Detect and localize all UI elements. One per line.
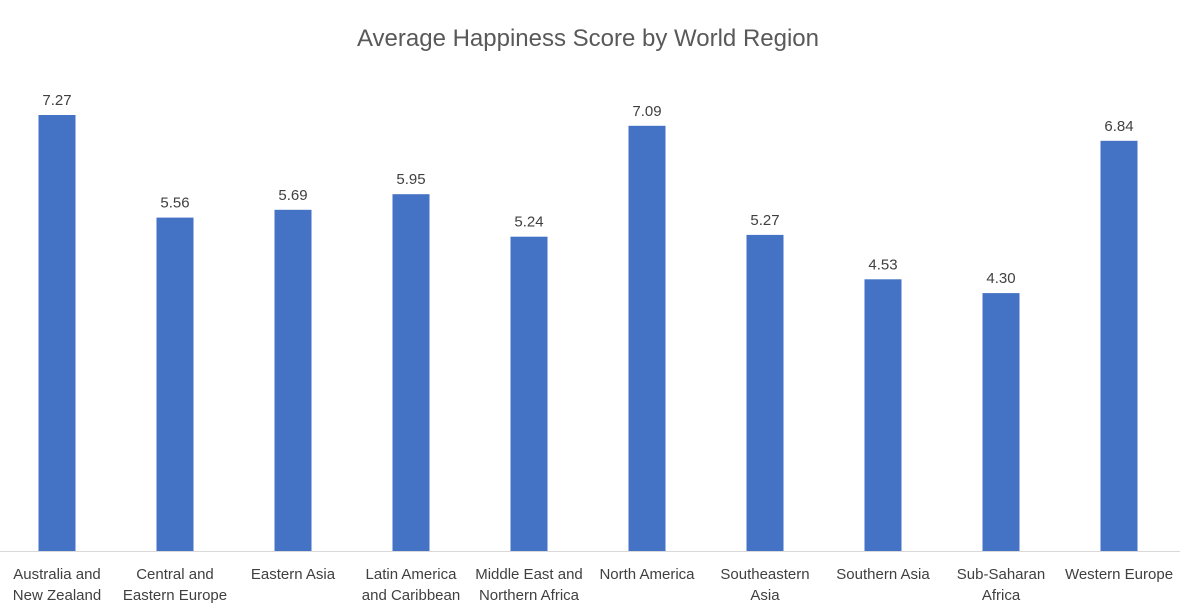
- data-label-2: 5.69: [278, 187, 307, 204]
- bar-7: [864, 279, 902, 551]
- bars-group: [38, 115, 1138, 552]
- category-label-line: Middle East and: [475, 566, 583, 583]
- data-label-1: 5.56: [160, 195, 189, 212]
- category-label-0: Australia and New Zealand: [13, 566, 101, 604]
- category-label-5: North America: [599, 566, 695, 583]
- data-labels-group: 7.27 5.56 5.69 5.95 5.24 7.09 5.27 4.53 4.30 6.84: [42, 92, 1133, 287]
- category-label-4: Middle East and Northern Africa: [475, 566, 583, 604]
- category-label-line: Africa: [982, 587, 1021, 604]
- chart-title: Average Happiness Score by World Region: [357, 25, 819, 52]
- category-label-line: Southern Asia: [836, 566, 930, 583]
- category-label-line: Sub-Saharan: [957, 566, 1045, 583]
- category-label-line: and Caribbean: [362, 587, 460, 604]
- category-label-1: Central and Eastern Europe: [123, 566, 227, 604]
- bar-9: [1100, 140, 1138, 552]
- bar-4: [510, 236, 548, 551]
- data-label-8: 4.30: [986, 270, 1015, 287]
- category-label-line: Eastern Asia: [251, 566, 336, 583]
- data-label-7: 4.53: [868, 256, 897, 273]
- category-label-line: Central and: [136, 566, 214, 583]
- category-label-line: Asia: [750, 587, 780, 604]
- category-label-3: Latin America and Caribbean: [362, 566, 460, 604]
- data-label-3: 5.95: [396, 171, 425, 188]
- category-label-line: Eastern Europe: [123, 587, 227, 604]
- category-label-6: Southeastern Asia: [720, 566, 809, 604]
- bar-6: [746, 234, 784, 551]
- category-label-9: Western Europe: [1065, 566, 1173, 583]
- data-label-5: 7.09: [632, 103, 661, 120]
- data-label-4: 5.24: [514, 214, 543, 231]
- category-label-line: Latin America: [366, 566, 458, 583]
- category-label-line: Northern Africa: [479, 587, 580, 604]
- category-label-line: New Zealand: [13, 587, 101, 604]
- data-label-9: 6.84: [1104, 118, 1133, 135]
- bar-2: [274, 209, 312, 552]
- category-label-7: Southern Asia: [836, 566, 930, 583]
- bar-5: [628, 125, 666, 552]
- data-label-6: 5.27: [750, 212, 779, 229]
- bar-3: [392, 194, 430, 551]
- bar-0: [38, 115, 76, 551]
- category-labels-group: Australia and New Zealand Central and Easte…: [13, 566, 1173, 604]
- data-label-0: 7.27: [42, 92, 71, 109]
- category-label-line: Southeastern: [720, 566, 809, 583]
- bar-8: [982, 293, 1020, 551]
- category-label-line: Western Europe: [1065, 566, 1173, 583]
- category-label-line: Australia and: [13, 566, 101, 583]
- category-label-2: Eastern Asia: [251, 566, 336, 583]
- bar-1: [156, 217, 194, 551]
- category-label-line: North America: [599, 566, 695, 583]
- category-label-8: Sub-Saharan Africa: [957, 566, 1045, 604]
